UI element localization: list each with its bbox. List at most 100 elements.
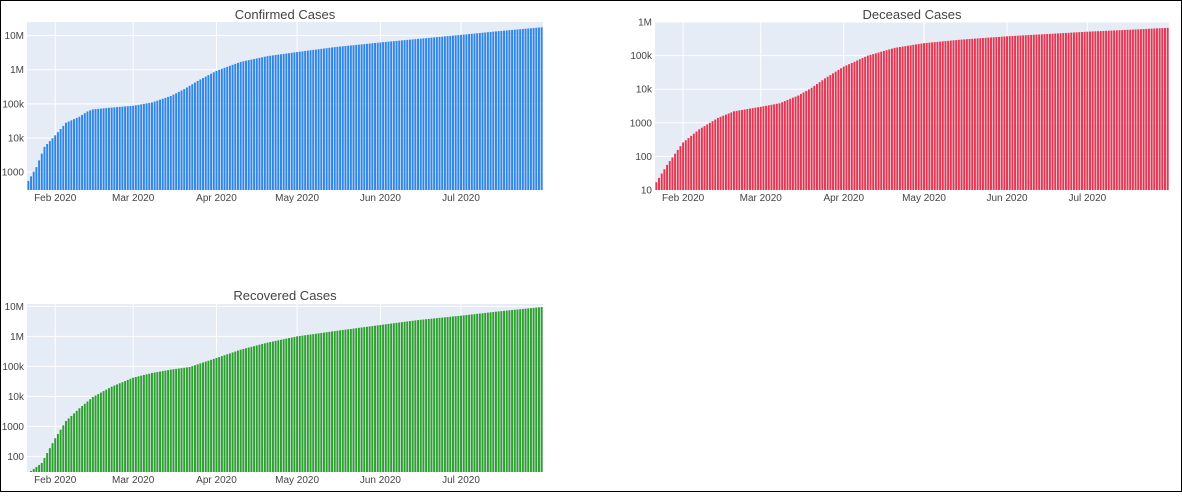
bar xyxy=(933,42,936,190)
bar xyxy=(91,397,94,472)
bar xyxy=(1137,29,1140,190)
bar xyxy=(180,368,183,472)
bar xyxy=(194,82,196,190)
bar xyxy=(995,37,998,190)
bar xyxy=(476,33,479,190)
bar xyxy=(1008,36,1011,190)
bar xyxy=(245,60,247,190)
bar xyxy=(1006,36,1008,191)
bar xyxy=(1121,30,1124,190)
bar xyxy=(314,333,317,472)
bar xyxy=(27,180,30,190)
bar xyxy=(261,57,264,190)
bar xyxy=(403,321,406,472)
bar xyxy=(417,38,419,190)
bar xyxy=(486,32,489,191)
bar xyxy=(1078,32,1081,191)
bar xyxy=(48,448,51,472)
bar xyxy=(73,413,75,472)
bar xyxy=(834,71,837,190)
bar xyxy=(175,93,178,190)
bar xyxy=(896,47,899,191)
bar xyxy=(540,27,543,190)
recovered-cases-plot: 100 1000 10k 100k 1M 10M Feb 2020 Mar 2020 Apr 2… xyxy=(2,302,543,486)
bar xyxy=(228,353,231,472)
bar xyxy=(850,62,853,191)
bar xyxy=(770,104,773,190)
bar xyxy=(465,315,468,472)
bar xyxy=(457,315,460,472)
bar xyxy=(700,127,703,190)
bar xyxy=(398,322,401,472)
x-tick-label: Mar 2020 xyxy=(112,475,155,486)
bar xyxy=(151,102,153,190)
bar xyxy=(312,49,315,190)
bar xyxy=(923,43,926,190)
bar xyxy=(374,325,376,472)
bar xyxy=(175,368,178,472)
bar xyxy=(384,41,387,191)
bar xyxy=(368,326,371,472)
bar xyxy=(861,58,864,190)
bar xyxy=(1153,28,1156,190)
bar xyxy=(708,122,711,190)
bar xyxy=(503,30,505,190)
bar xyxy=(81,406,84,472)
bar xyxy=(781,102,784,190)
x-tick-label: Jun 2020 xyxy=(986,193,1028,204)
bar xyxy=(497,31,500,190)
bar xyxy=(992,37,995,190)
y-tick-label: 10 xyxy=(641,186,653,197)
bar xyxy=(325,48,328,191)
bar xyxy=(210,73,213,190)
bar xyxy=(1048,33,1051,191)
bar xyxy=(234,63,237,190)
bar xyxy=(535,307,538,472)
bar xyxy=(711,121,714,190)
bar xyxy=(102,391,105,472)
bar xyxy=(489,31,492,191)
bar xyxy=(441,317,444,472)
bar xyxy=(333,47,336,190)
bar xyxy=(435,37,438,190)
bar xyxy=(223,355,226,472)
bar xyxy=(730,112,733,190)
bar xyxy=(304,335,307,472)
bar xyxy=(105,108,108,190)
bar xyxy=(706,124,709,190)
bar xyxy=(866,55,869,190)
chart-title: Confirmed Cases xyxy=(234,7,336,22)
bar xyxy=(328,331,331,472)
bar xyxy=(799,93,802,190)
bar xyxy=(220,356,223,472)
bar xyxy=(374,42,376,190)
bar xyxy=(97,394,100,472)
bar xyxy=(237,350,239,472)
x-tick-label: Jul 2020 xyxy=(442,193,480,204)
bar xyxy=(443,317,446,472)
bar xyxy=(818,82,821,190)
bar xyxy=(837,69,840,190)
bar xyxy=(1126,29,1129,190)
bar xyxy=(411,39,414,191)
bar xyxy=(783,101,786,190)
bar xyxy=(422,319,425,472)
bar xyxy=(778,103,781,190)
bar xyxy=(858,59,861,190)
bar xyxy=(473,314,476,472)
bar xyxy=(202,362,204,472)
bar xyxy=(218,357,221,472)
x-tick-label: Jun 2020 xyxy=(360,193,402,204)
bar xyxy=(140,375,143,472)
bar xyxy=(789,98,792,190)
bar xyxy=(40,153,43,190)
bar xyxy=(392,41,395,190)
bar xyxy=(452,316,454,472)
bar xyxy=(59,129,62,190)
bar xyxy=(840,68,843,190)
y-tick-label: 1M xyxy=(10,332,24,343)
bar xyxy=(172,369,175,472)
bar xyxy=(679,146,682,190)
bar xyxy=(936,41,939,190)
